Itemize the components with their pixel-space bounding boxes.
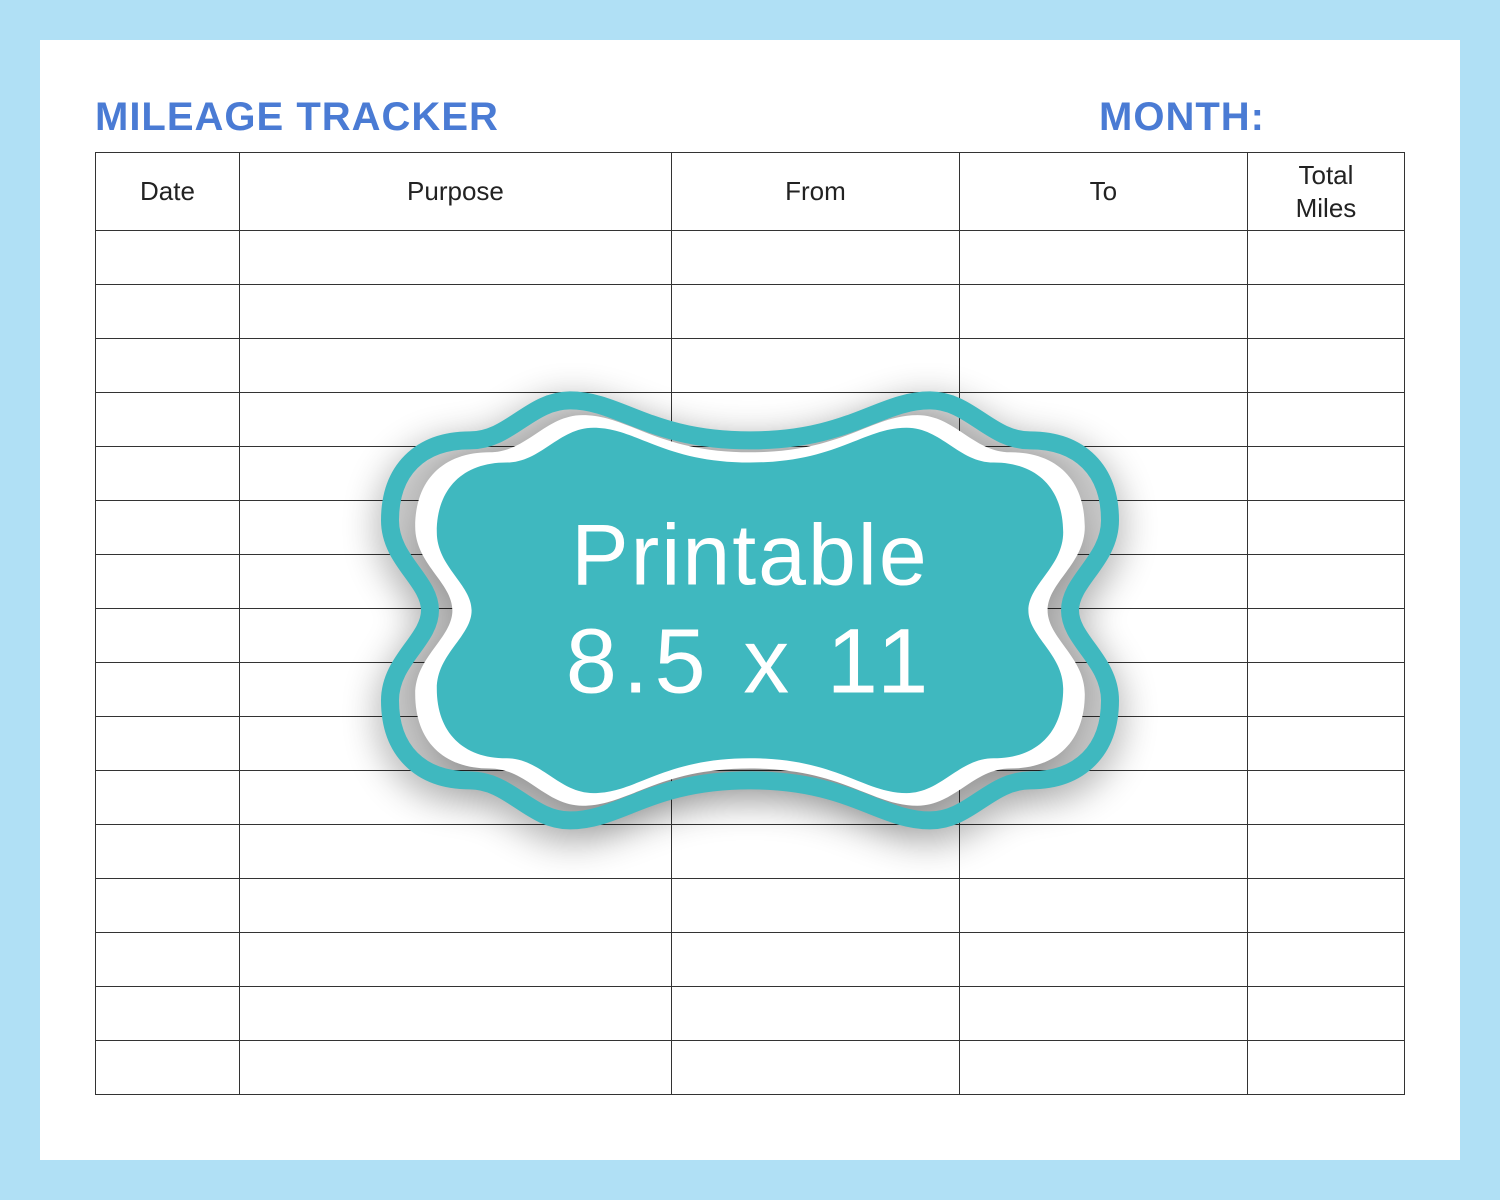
table-cell[interactable]: [1247, 717, 1404, 771]
table-cell[interactable]: [671, 987, 959, 1041]
badge-text: Printable 8.5 x 11: [350, 350, 1150, 870]
table-cell[interactable]: [1247, 555, 1404, 609]
table-cell[interactable]: [239, 285, 671, 339]
table-cell[interactable]: [239, 987, 671, 1041]
table-cell[interactable]: [1247, 609, 1404, 663]
sheet: MILEAGE TRACKER MONTH: Date Purpose From…: [40, 40, 1460, 1160]
col-header-date: Date: [96, 153, 240, 231]
table-cell[interactable]: [96, 879, 240, 933]
table-cell[interactable]: [1247, 501, 1404, 555]
table-cell[interactable]: [239, 933, 671, 987]
table-cell[interactable]: [959, 933, 1247, 987]
table-cell[interactable]: [671, 285, 959, 339]
table-cell[interactable]: [959, 1041, 1247, 1095]
table-cell[interactable]: [96, 933, 240, 987]
table-cell[interactable]: [96, 501, 240, 555]
badge-line1: Printable: [571, 509, 928, 604]
col-header-miles-text: TotalMiles: [1296, 160, 1357, 223]
col-header-purpose: Purpose: [239, 153, 671, 231]
table-cell[interactable]: [1247, 933, 1404, 987]
table-row: [96, 285, 1405, 339]
table-header-row: Date Purpose From To TotalMiles: [96, 153, 1405, 231]
table-cell[interactable]: [96, 609, 240, 663]
table-cell[interactable]: [1247, 663, 1404, 717]
table-cell[interactable]: [671, 1041, 959, 1095]
table-cell[interactable]: [1247, 771, 1404, 825]
table-cell[interactable]: [96, 231, 240, 285]
table-cell[interactable]: [671, 933, 959, 987]
table-cell[interactable]: [239, 1041, 671, 1095]
table-cell[interactable]: [239, 879, 671, 933]
table-row: [96, 987, 1405, 1041]
table-cell[interactable]: [959, 987, 1247, 1041]
table-cell[interactable]: [1247, 825, 1404, 879]
header-row: MILEAGE TRACKER MONTH:: [95, 95, 1405, 140]
table-cell[interactable]: [1247, 285, 1404, 339]
table-row: [96, 879, 1405, 933]
col-header-from: From: [671, 153, 959, 231]
table-cell[interactable]: [1247, 1041, 1404, 1095]
col-header-to: To: [959, 153, 1247, 231]
table-cell[interactable]: [96, 717, 240, 771]
table-cell[interactable]: [959, 285, 1247, 339]
table-cell[interactable]: [96, 825, 240, 879]
page-title: MILEAGE TRACKER: [95, 95, 499, 140]
table-cell[interactable]: [1247, 447, 1404, 501]
month-label: MONTH:: [1099, 95, 1405, 140]
table-cell[interactable]: [1247, 231, 1404, 285]
printable-badge: Printable 8.5 x 11: [350, 350, 1150, 870]
table-row: [96, 933, 1405, 987]
table-cell[interactable]: [96, 987, 240, 1041]
table-cell[interactable]: [96, 393, 240, 447]
table-cell[interactable]: [96, 1041, 240, 1095]
table-row: [96, 231, 1405, 285]
table-cell[interactable]: [96, 285, 240, 339]
table-cell[interactable]: [96, 663, 240, 717]
table-cell[interactable]: [96, 447, 240, 501]
table-cell[interactable]: [671, 231, 959, 285]
table-cell[interactable]: [239, 231, 671, 285]
table-cell[interactable]: [959, 231, 1247, 285]
table-cell[interactable]: [671, 879, 959, 933]
table-cell[interactable]: [96, 771, 240, 825]
table-cell[interactable]: [959, 879, 1247, 933]
table-cell[interactable]: [1247, 879, 1404, 933]
badge-line2: 8.5 x 11: [566, 611, 935, 712]
col-header-miles: TotalMiles: [1247, 153, 1404, 231]
table-cell[interactable]: [1247, 393, 1404, 447]
table-cell[interactable]: [1247, 339, 1404, 393]
table-cell[interactable]: [1247, 987, 1404, 1041]
table-cell[interactable]: [96, 555, 240, 609]
table-row: [96, 1041, 1405, 1095]
table-cell[interactable]: [96, 339, 240, 393]
